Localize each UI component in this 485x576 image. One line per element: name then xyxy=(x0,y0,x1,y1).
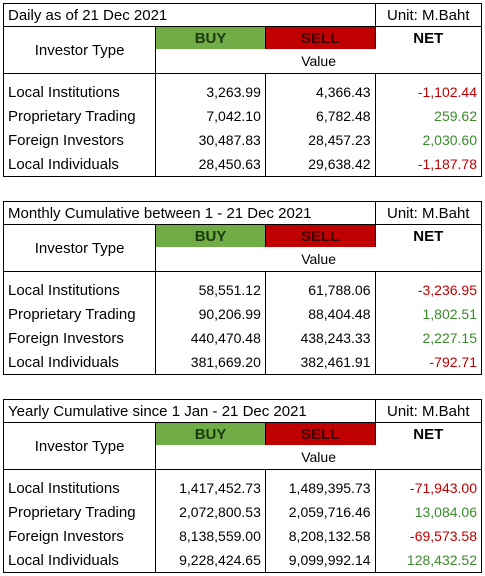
sell-value: 6,782.48 xyxy=(264,104,376,128)
sell-value: 28,457.23 xyxy=(264,128,376,152)
row-label: Local Individuals xyxy=(2,350,157,375)
row-label: Local Institutions xyxy=(2,80,157,104)
row-label: Local Institutions xyxy=(2,278,157,302)
buy-value: 30,487.83 xyxy=(155,128,266,152)
sell-value: 382,461.91 xyxy=(264,350,376,375)
sell-header: SELL xyxy=(264,224,376,247)
row-label: Proprietary Trading xyxy=(2,500,157,524)
table-row: Proprietary Trading 90,206.99 88,404.48 … xyxy=(2,302,483,326)
table-row: Local Individuals 28,450.63 29,638.42 -1… xyxy=(2,152,483,177)
buy-value: 1,417,452.73 xyxy=(155,476,266,500)
sell-value: 8,208,132.58 xyxy=(264,524,376,548)
monthly-table: Monthly Cumulative between 1 - 21 Dec 20… xyxy=(2,201,483,375)
sell-value: 61,788.06 xyxy=(264,278,376,302)
table-row: Proprietary Trading 2,072,800.53 2,059,7… xyxy=(2,500,483,524)
net-value: 128,432.52 xyxy=(374,548,483,573)
table-row: Proprietary Trading 7,042.10 6,782.48 25… xyxy=(2,104,483,128)
unit-label: Unit: M.Baht xyxy=(374,399,483,423)
table-title: Yearly Cumulative since 1 Jan - 21 Dec 2… xyxy=(3,399,376,423)
net-header: NET xyxy=(374,422,483,445)
table-title: Monthly Cumulative between 1 - 21 Dec 20… xyxy=(3,201,376,225)
value-header: Value xyxy=(155,247,482,272)
sell-value: 1,489,395.73 xyxy=(264,476,376,500)
row-label: Local Institutions xyxy=(2,476,157,500)
net-value: 13,084.06 xyxy=(374,500,483,524)
buy-header: BUY xyxy=(155,224,266,247)
net-value: 2,030.60 xyxy=(374,128,483,152)
sell-value: 29,638.42 xyxy=(264,152,376,177)
buy-value: 7,042.10 xyxy=(155,104,266,128)
net-header: NET xyxy=(374,224,483,247)
table-row: Local Institutions 3,263.99 4,366.43 -1,… xyxy=(2,80,483,104)
investor-type-header: Investor Type xyxy=(2,422,157,470)
buy-value: 2,072,800.53 xyxy=(155,500,266,524)
investor-type-header: Investor Type xyxy=(2,26,157,74)
table-row: Foreign Investors 8,138,559.00 8,208,132… xyxy=(2,524,483,548)
table-row: Local Individuals 9,228,424.65 9,099,992… xyxy=(2,548,483,573)
table-row: Local Institutions 1,417,452.73 1,489,39… xyxy=(2,476,483,500)
row-label: Proprietary Trading xyxy=(2,104,157,128)
net-value: -1,102.44 xyxy=(374,80,483,104)
row-label: Proprietary Trading xyxy=(2,302,157,326)
sell-header: SELL xyxy=(264,26,376,49)
buy-value: 90,206.99 xyxy=(155,302,266,326)
row-label: Local Individuals xyxy=(2,152,157,177)
row-label: Foreign Investors xyxy=(2,128,157,152)
row-label: Foreign Investors xyxy=(2,326,157,350)
buy-header: BUY xyxy=(155,26,266,49)
buy-value: 8,138,559.00 xyxy=(155,524,266,548)
value-header: Value xyxy=(155,49,482,74)
daily-table: Daily as of 21 Dec 2021 Unit: M.Baht Inv… xyxy=(2,3,483,177)
sell-value: 4,366.43 xyxy=(264,80,376,104)
net-header: NET xyxy=(374,26,483,49)
buy-value: 381,669.20 xyxy=(155,350,266,375)
sell-value: 2,059,716.46 xyxy=(264,500,376,524)
table-row: Local Institutions 58,551.12 61,788.06 -… xyxy=(2,278,483,302)
net-value: -71,943.00 xyxy=(374,476,483,500)
table-row: Foreign Investors 30,487.83 28,457.23 2,… xyxy=(2,128,483,152)
table-title: Daily as of 21 Dec 2021 xyxy=(3,3,376,27)
buy-value: 58,551.12 xyxy=(155,278,266,302)
net-value: -1,187.78 xyxy=(374,152,483,177)
buy-value: 28,450.63 xyxy=(155,152,266,177)
buy-value: 9,228,424.65 xyxy=(155,548,266,573)
buy-header: BUY xyxy=(155,422,266,445)
unit-label: Unit: M.Baht xyxy=(374,201,483,225)
net-value: -69,573.58 xyxy=(374,524,483,548)
sell-value: 88,404.48 xyxy=(264,302,376,326)
sell-header: SELL xyxy=(264,422,376,445)
net-value: 259.62 xyxy=(374,104,483,128)
investor-type-header: Investor Type xyxy=(2,224,157,272)
net-value: -3,236.95 xyxy=(374,278,483,302)
value-header: Value xyxy=(155,445,482,470)
net-value: -792.71 xyxy=(374,350,483,375)
yearly-table: Yearly Cumulative since 1 Jan - 21 Dec 2… xyxy=(2,399,483,573)
net-value: 2,227.15 xyxy=(374,326,483,350)
row-label: Local Individuals xyxy=(2,548,157,573)
unit-label: Unit: M.Baht xyxy=(374,3,483,27)
sell-value: 9,099,992.14 xyxy=(264,548,376,573)
net-value: 1,802.51 xyxy=(374,302,483,326)
sell-value: 438,243.33 xyxy=(264,326,376,350)
row-label: Foreign Investors xyxy=(2,524,157,548)
buy-value: 3,263.99 xyxy=(155,80,266,104)
buy-value: 440,470.48 xyxy=(155,326,266,350)
table-row: Foreign Investors 440,470.48 438,243.33 … xyxy=(2,326,483,350)
table-row: Local Individuals 381,669.20 382,461.91 … xyxy=(2,350,483,375)
